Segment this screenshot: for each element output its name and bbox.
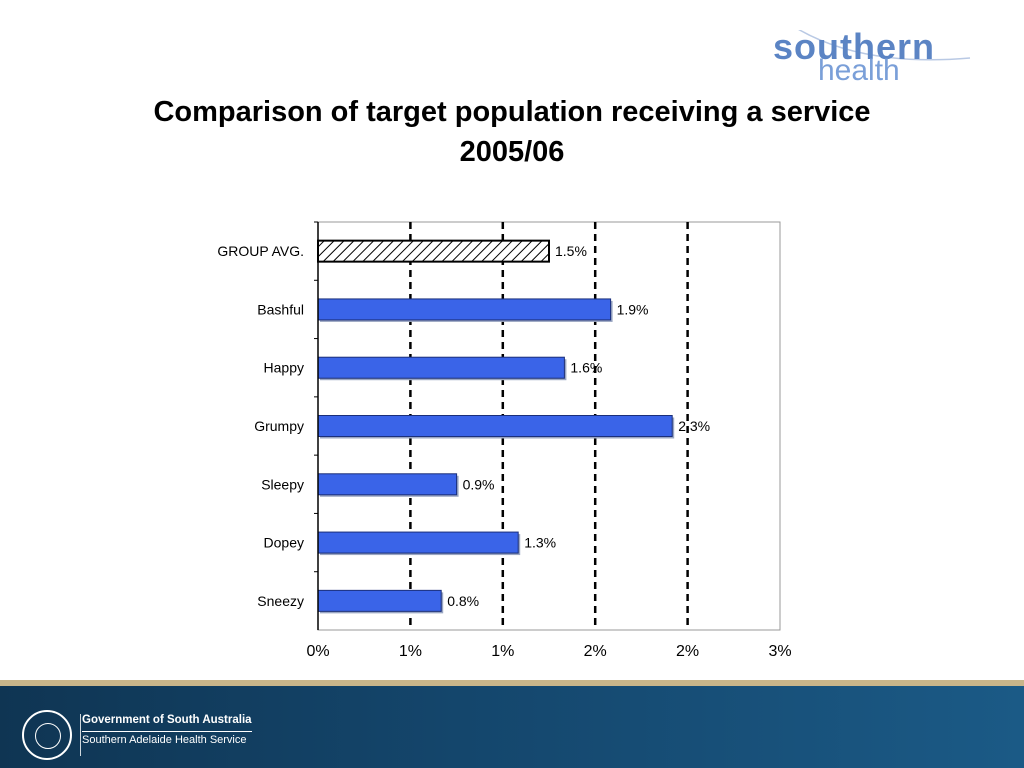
bar [317,356,565,379]
category-label: Sleepy [261,476,304,492]
bar [317,589,442,612]
value-label: 0.8% [447,593,479,609]
title-line-2: 2005/06 [459,136,565,168]
x-tick-label: 2% [584,643,607,660]
gov-service: Southern Adelaide Health Service [82,734,247,746]
state-seal-icon [22,710,72,760]
gov-name: Government of South Australia [82,714,252,726]
value-label: 1.5% [555,243,587,259]
bar [317,298,612,321]
category-label: Happy [264,360,304,376]
logo-swoosh-icon [798,30,971,61]
x-tick-label: 1% [491,643,514,660]
category-label: Bashful [257,301,304,317]
x-axis-ticks: 0% 1% 1% 2% 2% 3% [306,643,791,660]
footer-band: Government of South Australia Southern A… [0,686,1024,768]
category-label: Sneezy [257,593,304,609]
slide-title: Comparison of target population receivin… [60,92,964,172]
x-tick-label: 2% [676,643,699,660]
logo-text-health: health [818,54,900,87]
bar [317,531,519,554]
title-line-1: Comparison of target population receivin… [153,96,871,128]
category-label: GROUP AVG. [217,243,304,259]
logo-text-southern: southern [773,26,936,67]
footer-rule [82,731,252,732]
value-label: 1.3% [524,535,556,551]
value-label: 0.9% [463,476,495,492]
footer: Government of South Australia Southern A… [0,680,1024,768]
bars: GROUP AVG. 1.5% Bashful 1.9% Happy 1.6% Grumpy… [217,221,710,614]
footer-divider [80,714,81,756]
bar [317,473,458,496]
value-label: 2.3% [678,418,710,434]
x-tick-label: 1% [399,643,422,660]
category-label: Grumpy [254,418,304,434]
bar [317,415,673,437]
bar-group-avg [317,239,550,263]
x-tick-label: 3% [768,643,791,660]
category-label: Dopey [264,535,304,551]
footer-accent-stripe [0,680,1024,688]
bar-chart: GROUP AVG. 1.5% Bashful 1.9% Happy 1.6% Grumpy… [217,221,792,660]
southern-health-logo: southern health [770,26,980,90]
x-tick-label: 0% [306,643,329,660]
value-label: 1.9% [617,301,649,317]
value-label: 1.6% [570,360,602,376]
